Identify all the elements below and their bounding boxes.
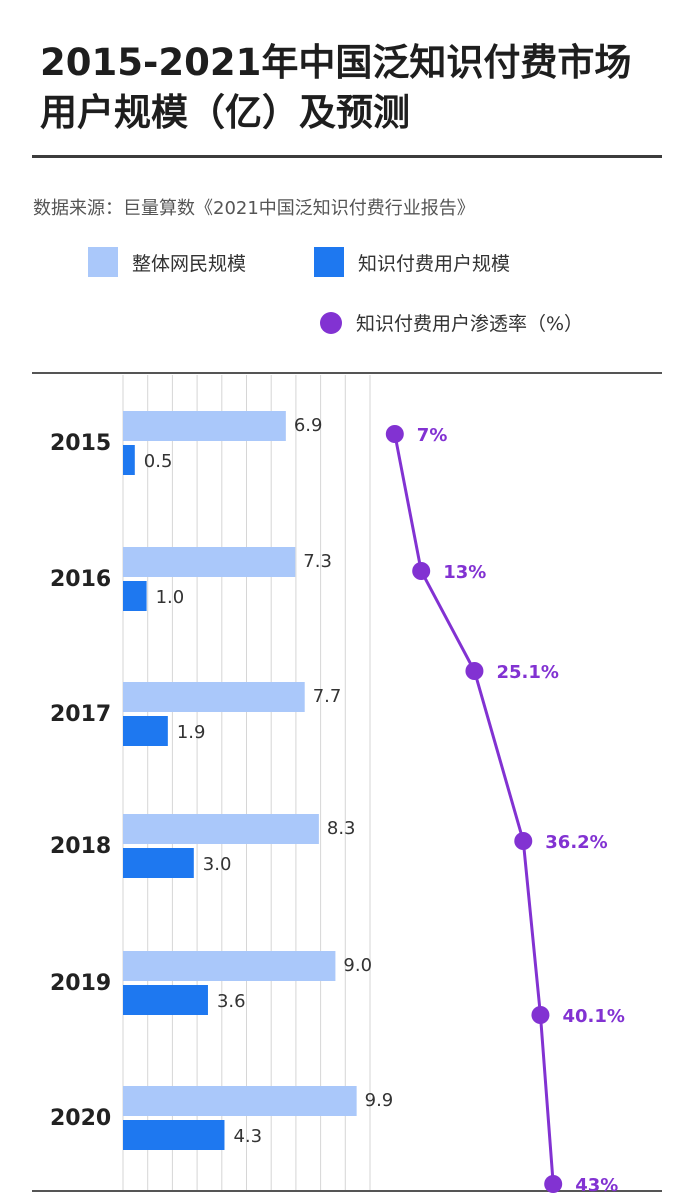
data-label-rate: 36.2% <box>545 832 607 853</box>
data-label-total: 8.3 <box>327 818 356 839</box>
bar-paid <box>123 1120 225 1150</box>
data-label-paid: 4.3 <box>233 1126 262 1147</box>
data-label-total: 6.9 <box>294 415 323 436</box>
data-label-rate: 40.1% <box>562 1006 624 1027</box>
title-line-2: 用户规模（亿）及预测 <box>40 91 410 134</box>
bar-total <box>123 951 336 981</box>
bar-total <box>123 411 286 441</box>
bar-total <box>123 682 305 712</box>
rate-line <box>393 433 555 1185</box>
rate-point <box>544 1175 563 1193</box>
legend-item-paid: 知识付费用户规模 <box>314 247 510 277</box>
category-label: 2020 <box>50 1106 111 1131</box>
category-label: 2017 <box>50 702 111 727</box>
legend-dot-rate <box>320 311 342 334</box>
rate-point <box>465 662 484 680</box>
bar-total <box>123 814 319 844</box>
data-label-paid: 1.9 <box>177 722 206 743</box>
legend-label-paid: 知识付费用户规模 <box>358 252 511 275</box>
bar-paid <box>123 581 147 611</box>
rate-point <box>514 832 533 850</box>
data-label-total: 9.0 <box>343 955 372 976</box>
rate-point <box>385 425 404 443</box>
category-label: 2019 <box>50 971 111 996</box>
bar-paid <box>123 716 168 746</box>
data-label-rate: 13% <box>443 562 486 583</box>
data-label-rate: 7% <box>417 425 448 446</box>
data-label-total: 9.9 <box>365 1090 394 1111</box>
rate-point <box>412 562 431 580</box>
data-label-paid: 1.0 <box>156 587 185 608</box>
legend-swatch-total <box>88 247 118 277</box>
title-line-1: 2015-2021年中国泛知识付费市场 <box>40 41 632 84</box>
category-label: 2016 <box>50 567 111 592</box>
legend-label-total: 整体网民规模 <box>132 252 247 275</box>
bar-paid <box>123 985 208 1015</box>
data-label-total: 7.7 <box>313 686 342 707</box>
bar-total <box>123 547 296 577</box>
data-label-total: 7.3 <box>303 551 332 572</box>
data-label-paid: 3.0 <box>203 854 232 875</box>
data-label-paid: 0.5 <box>144 451 173 472</box>
category-label: 2015 <box>50 431 111 456</box>
legend-label-rate: 知识付费用户渗透率（%） <box>356 313 584 335</box>
bar-paid <box>123 445 135 475</box>
chart-top-divider <box>32 372 662 374</box>
data-label-paid: 3.6 <box>217 991 246 1012</box>
bar-line-chart: 2015 6.9 0.5 2016 7.3 1.0 2017 7.7 1.9 2018 8.3 3.0… <box>32 375 662 1196</box>
bar-paid <box>123 848 194 878</box>
data-label-rate: 43% <box>575 1175 618 1196</box>
title-divider <box>32 155 662 158</box>
legend-item-rate: 知识付费用户渗透率（%） <box>320 309 583 336</box>
category-label: 2018 <box>50 834 111 859</box>
source-note: 数据来源：巨量算数《2021中国泛知识付费行业报告》 <box>33 198 475 219</box>
bar-total <box>123 1086 357 1116</box>
rate-point <box>531 1006 550 1024</box>
chart-title: 2015-2021年中国泛知识付费市场 用户规模（亿）及预测 <box>40 38 680 138</box>
legend-swatch-paid <box>314 247 344 277</box>
data-label-rate: 25.1% <box>496 662 558 683</box>
legend-item-total: 整体网民规模 <box>88 247 246 277</box>
